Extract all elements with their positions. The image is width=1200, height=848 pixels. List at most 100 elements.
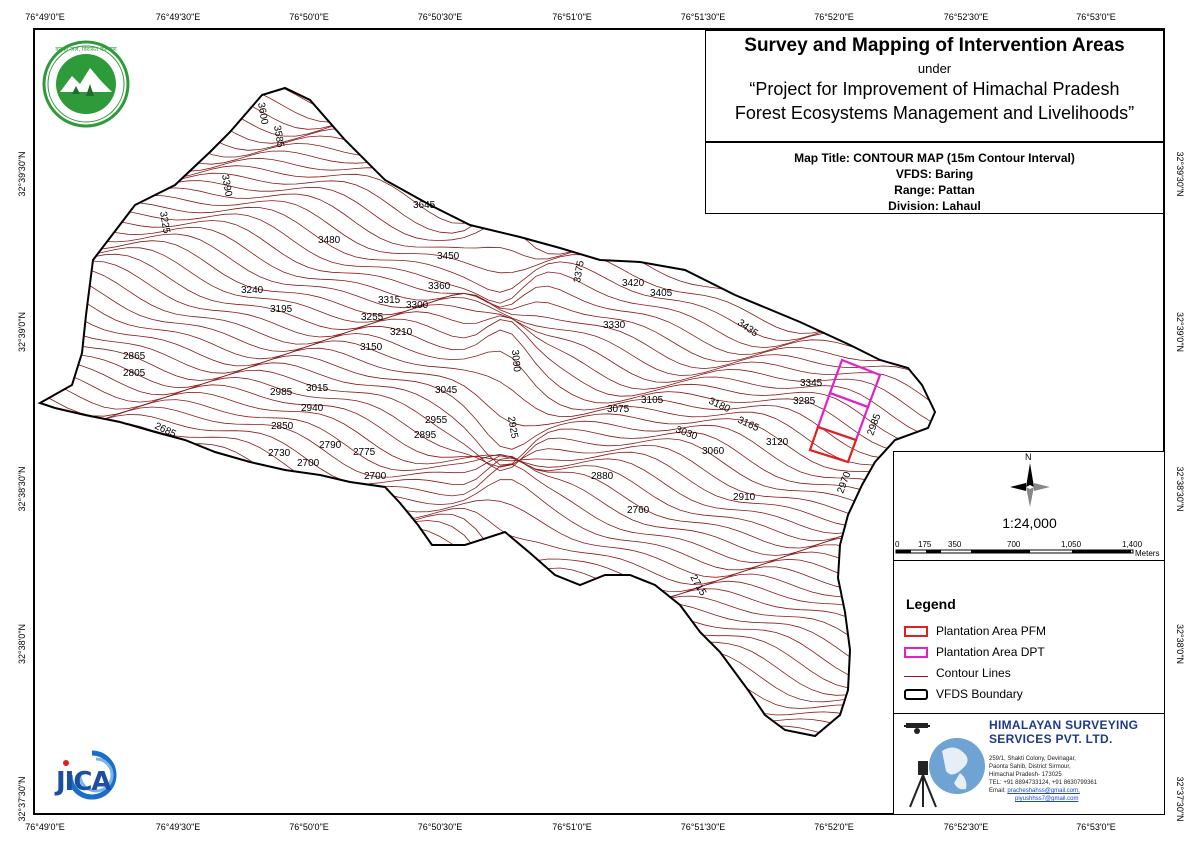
contour-line (40, 192, 935, 341)
map-heading: Survey and Mapping of Intervention Areas (744, 35, 1125, 56)
coord-bottom-0: 76°49'0"E (25, 822, 65, 832)
contour-label: 3180 (707, 396, 732, 416)
coord-bottom-1: 76°49'30"E (155, 822, 201, 832)
contour-label: 2850 (271, 421, 294, 432)
company-name-line1: HIMALAYAN SURVEYING (989, 718, 1139, 732)
coord-top-7: 76°52'30"E (943, 12, 989, 22)
contour-label: 3360 (428, 281, 451, 292)
contour-line (40, 288, 935, 490)
contour-label: 2760 (627, 505, 650, 516)
contour-label: 3375 (572, 259, 587, 283)
contour-line (40, 281, 935, 479)
contour-label: 3645 (413, 200, 436, 211)
coord-right-2: 32°38'30"N (1175, 466, 1185, 512)
coord-right-0: 32°39'30"N (1175, 151, 1185, 197)
contour-line (40, 209, 935, 349)
contour-line (40, 567, 935, 724)
pfm-swatch (904, 625, 928, 637)
scale-section (894, 451, 1165, 561)
contour-label: 2985 (270, 387, 293, 398)
coord-right-1: 32°39'0"N (1175, 311, 1185, 353)
contour-line (40, 526, 935, 709)
contour-label: 3300 (406, 300, 429, 311)
email-label: Email: (989, 788, 1006, 794)
contour-line (40, 274, 935, 466)
contour-label: 3225 (157, 211, 172, 235)
contour-line (40, 373, 935, 534)
contour-label: 3285 (793, 396, 816, 407)
contour-swatch (904, 675, 928, 677)
coord-top-6: 76°52'0"E (814, 12, 854, 22)
contour-label: 3015 (306, 383, 329, 394)
range-label: Range: Pattan (894, 183, 975, 197)
company-name-line2: SERVICES PVT. LTD. (989, 732, 1113, 746)
forest-dept-logo: वन ही जल, विरासत कल्याण (42, 40, 130, 128)
contour-line (40, 384, 935, 546)
contour-label: 3315 (378, 295, 401, 306)
contour-line (40, 451, 935, 645)
contour-label: 3390 (219, 174, 234, 198)
north-label: N (1025, 452, 1032, 462)
email-link-1[interactable]: pracheshahss@gmail.com, (1007, 788, 1080, 794)
scale-tick-4: 1,050 (1061, 540, 1082, 549)
coord-bottom-8: 76°53'0"E (1076, 822, 1116, 832)
coord-left-4: 32°37'30"N (17, 776, 27, 822)
contour-line (40, 546, 935, 717)
contour-line (40, 399, 935, 558)
contour-line (40, 459, 935, 656)
legend-item-boundary: VFDS Boundary (904, 687, 1023, 701)
contour-line (40, 443, 935, 628)
scale-tick-3: 700 (1007, 540, 1021, 549)
scale-tick-5: 1,400 (1122, 540, 1143, 549)
email-link-2[interactable]: piyushhss7@gmail.com (1015, 796, 1079, 802)
coord-left-2: 32°38'30"N (17, 466, 27, 512)
dpt-swatch (904, 646, 928, 658)
contour-label: 3150 (360, 342, 383, 353)
address-line-3: Himachal Pradesh- 173025 (989, 772, 1062, 778)
coord-top-3: 76°50'30"E (417, 12, 463, 22)
title-box: Survey and Mapping of Intervention Areas… (705, 30, 1164, 142)
contour-label: 3045 (435, 385, 458, 396)
plantation-dpt-area-2 (816, 391, 870, 442)
contour-label: 3195 (270, 304, 293, 315)
contour-line (40, 582, 935, 732)
contour-label: 2880 (591, 471, 614, 482)
contour-label: 2940 (301, 403, 324, 414)
coord-top-5: 76°51'30"E (680, 12, 726, 22)
coord-right-3: 32°38'0"N (1175, 623, 1185, 665)
coord-right-4: 32°37'30"N (1175, 776, 1185, 822)
scale-tick-2: 350 (948, 540, 962, 549)
contour-label: 3240 (241, 285, 264, 296)
address-line-2: Paonta Sahib, District Sirmour, (989, 764, 1071, 770)
company-logo (902, 721, 986, 809)
legend-item-dpt: Plantation Area DPT (904, 645, 1045, 659)
vfds-label: VFDS: Baring (895, 167, 974, 181)
plantation-pfm-area (808, 425, 858, 464)
coord-bottom-7: 76°52'30"E (943, 822, 989, 832)
contour-line (40, 172, 935, 334)
contour-label: 3450 (437, 251, 460, 262)
north-arrow-icon: N (1006, 452, 1054, 511)
contour-label: 3585 (271, 125, 286, 149)
contour-line (40, 231, 935, 400)
contour-label: 3420 (622, 278, 645, 289)
coord-bottom-2: 76°50'0"E (289, 822, 329, 832)
legend-title: Legend (906, 596, 956, 612)
legend-label-boundary: VFDS Boundary (936, 687, 1023, 701)
boundary-swatch (904, 688, 928, 700)
contour-line (40, 300, 935, 497)
coord-top-2: 76°50'0"E (289, 12, 329, 22)
contour-line (40, 619, 935, 736)
division-label: Division: Lahaul (888, 199, 981, 213)
contour-label: 3165 (736, 415, 761, 435)
company-address: 259/1, Shakti Colony, Devinagar, Paonta … (989, 755, 1097, 803)
contour-line (40, 414, 935, 567)
contour-label: 3330 (603, 320, 626, 331)
jica-logo-text: JICA (56, 767, 112, 797)
contour-line (40, 488, 935, 676)
contour-label: 2775 (353, 447, 376, 458)
contour-label: 2925 (505, 416, 520, 440)
scale-tick-0: 0 (895, 540, 900, 549)
contour-label: 3345 (800, 378, 823, 389)
